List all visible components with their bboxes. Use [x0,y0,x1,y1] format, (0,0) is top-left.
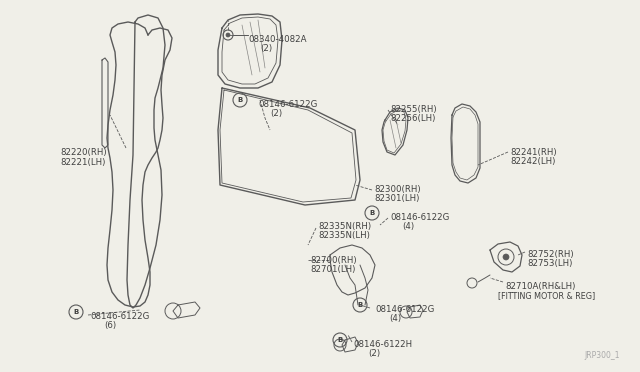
Text: B: B [357,302,363,308]
Text: 08146-6122H: 08146-6122H [353,340,412,349]
Text: B: B [237,97,243,103]
Text: (6): (6) [104,321,116,330]
Text: (2): (2) [270,109,282,118]
Text: [FITTING MOTOR & REG]: [FITTING MOTOR & REG] [498,291,595,300]
Text: 82242(LH): 82242(LH) [510,157,556,166]
Text: 08146-6122G: 08146-6122G [375,305,435,314]
Text: 08146-6122G: 08146-6122G [390,213,449,222]
Text: 82221(LH): 82221(LH) [60,158,106,167]
Text: 82300(RH): 82300(RH) [374,185,420,194]
Text: (2): (2) [368,349,380,358]
Text: 08146-6122G: 08146-6122G [258,100,317,109]
Text: 08340-4082A: 08340-4082A [248,35,307,44]
Text: 82255(RH): 82255(RH) [390,105,436,114]
Text: 82710A(RH&LH): 82710A(RH&LH) [505,282,575,291]
Text: B: B [74,309,79,315]
Text: 82700(RH): 82700(RH) [310,256,356,265]
Text: B: B [369,210,374,216]
Circle shape [226,33,230,37]
Text: 82752(RH): 82752(RH) [527,250,573,259]
Text: (4): (4) [402,222,414,231]
Text: 82241(RH): 82241(RH) [510,148,557,157]
Text: B: B [337,337,342,343]
Circle shape [503,254,509,260]
Text: 82335N(RH): 82335N(RH) [318,222,371,231]
Text: 82335N(LH): 82335N(LH) [318,231,370,240]
Text: 08146-6122G: 08146-6122G [90,312,149,321]
Text: 82301(LH): 82301(LH) [374,194,419,203]
Text: 82220(RH): 82220(RH) [60,148,107,157]
Text: (4): (4) [389,314,401,323]
Text: (2): (2) [260,44,272,53]
Text: 82256(LH): 82256(LH) [390,114,435,123]
Text: 82753(LH): 82753(LH) [527,259,572,268]
Text: 82701(LH): 82701(LH) [310,265,355,274]
Text: JRP300_1: JRP300_1 [584,351,620,360]
